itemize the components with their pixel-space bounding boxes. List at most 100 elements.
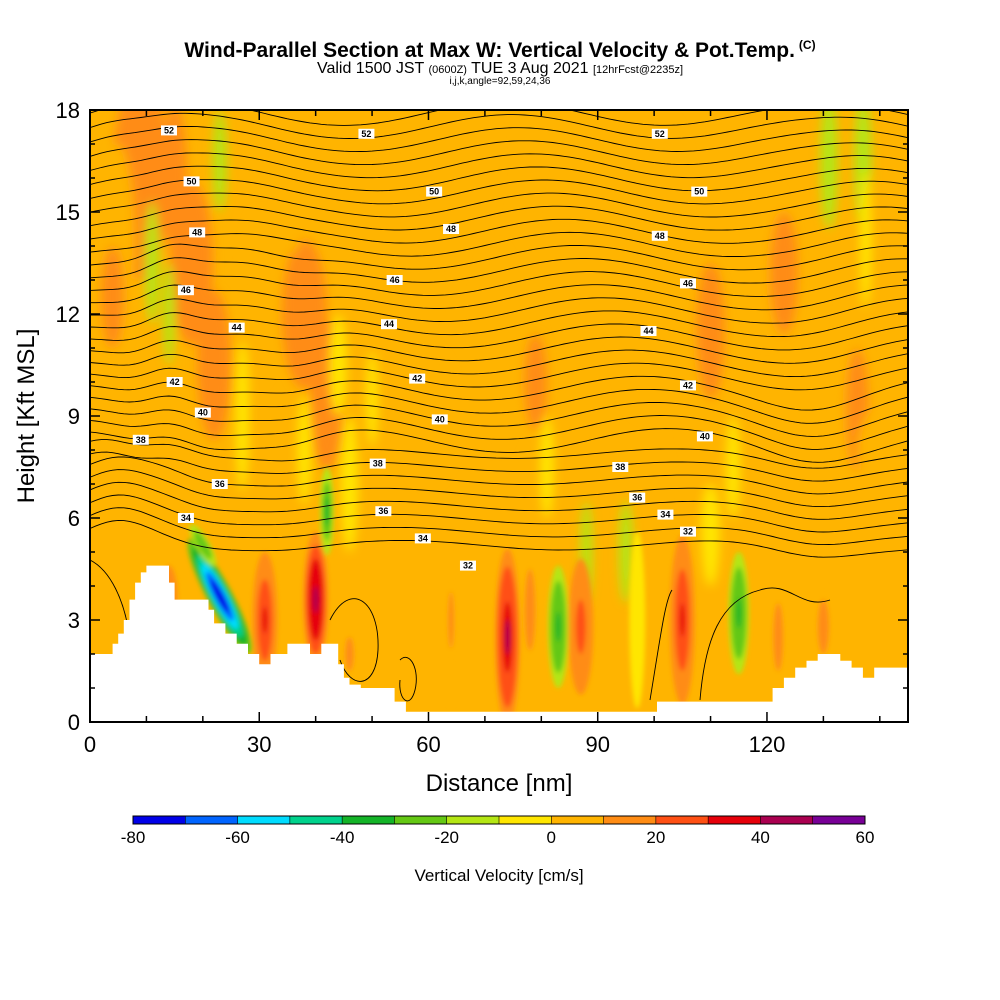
downdraft-core	[736, 597, 742, 629]
contour-label: 32	[679, 526, 696, 537]
theta-contour	[90, 451, 908, 482]
contour-label-text: 50	[694, 187, 704, 197]
warm-band	[620, 110, 688, 246]
warm-band	[524, 334, 547, 430]
contour-label: 44	[228, 322, 245, 333]
theta-contour	[399, 657, 417, 702]
contour-label-box	[426, 186, 443, 197]
contour-label-text: 34	[418, 533, 428, 543]
x-tick-label: 0	[84, 732, 96, 757]
contour-label-text: 32	[683, 527, 693, 537]
contour-label-box	[414, 533, 431, 544]
contour-label-text: 36	[378, 506, 388, 516]
x-axis: Distance [nm] 0 30 60 90 120	[84, 732, 785, 797]
terrain	[90, 565, 908, 722]
theta-contour	[90, 192, 908, 218]
terrain-fill	[90, 565, 908, 722]
contour-label: 36	[211, 479, 228, 489]
contour-label: 46	[177, 285, 194, 296]
warm-band	[552, 144, 610, 348]
contour-label-box	[679, 380, 696, 391]
updraft-core	[448, 591, 454, 649]
contour-label-box	[679, 278, 696, 289]
contour-label: 36	[629, 492, 646, 503]
colorbar-swatch	[551, 816, 605, 824]
theta-contour	[90, 362, 908, 391]
contour-label: 38	[132, 434, 149, 445]
weak-downdraft-band	[540, 416, 554, 518]
contour-label-text: 48	[446, 224, 456, 234]
downdraft-core	[198, 538, 208, 553]
contour-label-text: 36	[215, 479, 225, 489]
updraft-core	[578, 613, 584, 641]
weak-downdraft-band	[701, 484, 720, 586]
valid-date: TUE 3 Aug 2021	[471, 60, 589, 77]
contour-label-text: 36	[632, 493, 642, 503]
downdraft-core	[215, 588, 225, 605]
convective-cores	[160, 467, 832, 722]
contour-label: 38	[612, 462, 629, 472]
contour-label-box	[629, 492, 646, 503]
updraft-core	[679, 603, 685, 637]
updraft-core	[504, 619, 510, 655]
theta-contour	[90, 388, 908, 424]
forecast-info: [12hrFcst@2235z]	[593, 64, 684, 76]
theta-contour	[90, 297, 908, 324]
section-params: i,j,k,angle=92,59,24,36	[449, 76, 551, 87]
contour-label-text: 34	[660, 510, 670, 520]
weak-downdraft-band	[726, 416, 740, 518]
contour-label-text: 38	[615, 462, 625, 472]
contour-label-box	[651, 230, 668, 241]
theta-contour	[90, 218, 908, 244]
contour-label-text: 42	[170, 377, 180, 387]
colorbar-swatch	[342, 816, 395, 824]
theta-contours: 52 52 52 50 50 50 48 48 48 46 46 46 44 44 44 42 42 42 40 40…	[90, 110, 908, 702]
x-tick-label: 60	[416, 732, 440, 757]
colorbar-label: Vertical Velocity [cm/s]	[414, 866, 583, 885]
valid-utc: (0600Z)	[428, 64, 467, 76]
contour-label-text: 50	[429, 187, 439, 197]
contour-label-text: 34	[181, 513, 191, 523]
theta-contour	[90, 481, 908, 520]
x-axis-label: Distance [nm]	[426, 770, 573, 797]
theta-contour	[90, 112, 908, 139]
contour-label-box	[431, 414, 448, 425]
warm-band	[473, 246, 519, 450]
colorbar-tick-label: -60	[225, 828, 250, 847]
contour-label: 46	[679, 278, 696, 289]
theta-contour	[90, 469, 908, 508]
y-tick-label: 9	[68, 404, 80, 429]
weak-downdraft-band	[860, 171, 872, 308]
contour-label: 48	[651, 230, 668, 241]
theta-contour	[90, 519, 908, 558]
colorbar-swatch	[603, 816, 657, 824]
y-tick-label: 0	[68, 710, 80, 735]
colorbar: Vertical Velocity [cm/s] -80 -60 -40 -20 0 20…	[121, 815, 874, 885]
colorbar-swatch	[760, 816, 814, 824]
colorbar-swatch	[133, 816, 186, 824]
colorbar-tick-label: -20	[434, 828, 459, 847]
theta-contour	[90, 415, 908, 450]
theta-contour	[90, 257, 908, 284]
contour-label-box	[612, 462, 629, 472]
weak-motion-bands	[101, 110, 908, 603]
colorbar-swatch	[708, 816, 761, 824]
theta-contour	[90, 284, 908, 311]
theta-contour	[90, 336, 908, 364]
theta-contour	[90, 179, 908, 205]
contour-label-box	[189, 227, 206, 238]
valid-time: Valid 1500 JST	[316, 60, 424, 77]
contour-label-text: 40	[700, 431, 710, 441]
contour-label-text: 48	[192, 227, 202, 237]
contour-label: 52	[651, 128, 668, 139]
warm-band	[696, 263, 725, 399]
colorbar-swatch	[185, 816, 239, 824]
y-tick-label: 12	[56, 302, 80, 327]
contour-label-text: 40	[435, 414, 445, 424]
colorbar-tick-label: -80	[121, 828, 146, 847]
theta-contour	[90, 402, 908, 437]
theta-contour	[699, 587, 831, 701]
updraft-core	[262, 606, 268, 634]
weak-downdraft-band	[619, 501, 633, 603]
